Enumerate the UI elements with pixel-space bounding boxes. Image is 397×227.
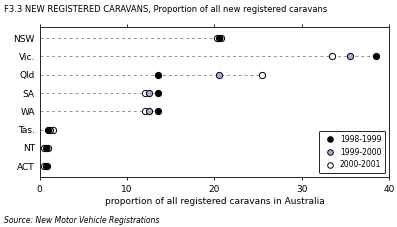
Text: F3.3 NEW REGISTERED CARAVANS, Proportion of all new registered caravans: F3.3 NEW REGISTERED CARAVANS, Proportion… bbox=[4, 5, 327, 14]
X-axis label: proportion of all registered caravans in Australia: proportion of all registered caravans in… bbox=[104, 197, 324, 206]
Text: Source: New Motor Vehicle Registrations: Source: New Motor Vehicle Registrations bbox=[4, 216, 159, 225]
Legend: 1998-1999, 1999-2000, 2000-2001: 1998-1999, 1999-2000, 2000-2001 bbox=[318, 131, 385, 173]
